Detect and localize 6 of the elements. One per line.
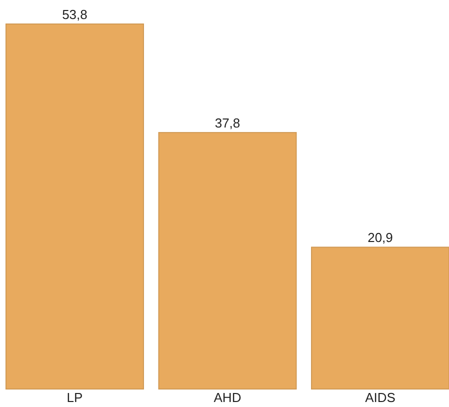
data-label: 37,8 xyxy=(214,116,240,131)
x-tick-label: AHD xyxy=(214,390,242,405)
data-label: 53,8 xyxy=(62,7,88,22)
x-tick-label: AIDS xyxy=(365,390,396,405)
x-tick-label: LP xyxy=(66,390,83,405)
data-label: 20,9 xyxy=(368,230,393,246)
